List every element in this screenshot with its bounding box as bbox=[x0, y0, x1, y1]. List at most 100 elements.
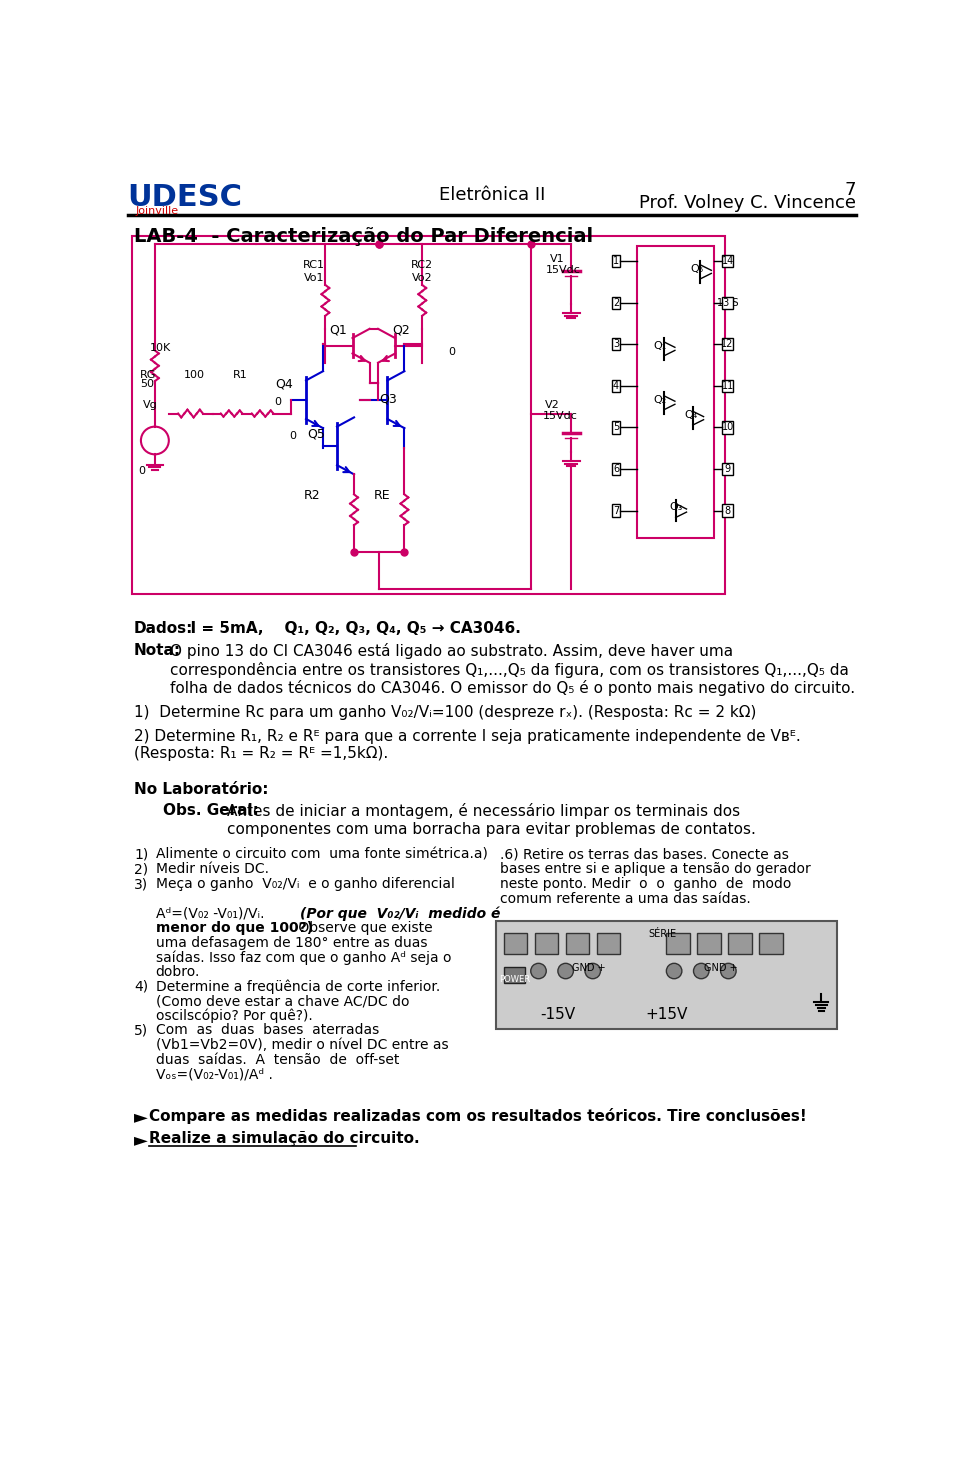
Bar bbox=[612, 421, 620, 434]
Bar bbox=[612, 255, 620, 267]
Text: GND +: GND + bbox=[572, 963, 606, 973]
Text: Realize a simulação do circuito.: Realize a simulação do circuito. bbox=[150, 1131, 420, 1147]
Text: 10: 10 bbox=[722, 423, 733, 433]
Text: I = 5mA,    Q₁, Q₂, Q₃, Q₄, Q₅ → CA3046.: I = 5mA, Q₁, Q₂, Q₃, Q₄, Q₅ → CA3046. bbox=[180, 622, 521, 637]
Bar bbox=[612, 380, 620, 392]
Text: 0: 0 bbox=[289, 431, 297, 441]
Text: 1)  Determine Rᴄ para um ganho V₀₂/Vᵢ=100 (despreze rₓ). (Resposta: Rᴄ = 2 kΩ): 1) Determine Rᴄ para um ganho V₀₂/Vᵢ=100… bbox=[134, 705, 756, 720]
Bar bbox=[722, 463, 733, 475]
Text: Q2: Q2 bbox=[393, 323, 410, 337]
Text: Prof. Volney C. Vincence: Prof. Volney C. Vincence bbox=[639, 194, 856, 213]
Text: RC2: RC2 bbox=[411, 259, 433, 270]
Text: R2: R2 bbox=[304, 490, 321, 503]
Text: 0: 0 bbox=[138, 466, 145, 476]
Text: 6: 6 bbox=[612, 463, 619, 474]
Text: 4: 4 bbox=[612, 380, 619, 390]
Bar bbox=[722, 421, 733, 434]
Bar bbox=[722, 504, 733, 517]
Text: Antes de iniciar a montagem, é necessário limpar os terminais dos
componentes co: Antes de iniciar a montagem, é necessári… bbox=[227, 803, 756, 836]
Text: (Resposta: R₁ = R₂ = Rᴱ =1,5kΩ).: (Resposta: R₁ = R₂ = Rᴱ =1,5kΩ). bbox=[134, 746, 388, 761]
Bar bbox=[722, 380, 733, 392]
Bar bbox=[722, 255, 733, 267]
Bar bbox=[504, 967, 525, 982]
Text: Q₁: Q₁ bbox=[654, 341, 667, 351]
Text: (Como deve estar a chave AC/DC do: (Como deve estar a chave AC/DC do bbox=[156, 994, 409, 1008]
Text: GND +: GND + bbox=[704, 963, 737, 973]
Text: 50: 50 bbox=[140, 379, 155, 389]
Text: 0: 0 bbox=[274, 396, 281, 407]
Text: 1: 1 bbox=[612, 256, 619, 267]
Bar bbox=[612, 338, 620, 350]
Circle shape bbox=[558, 963, 573, 979]
Circle shape bbox=[693, 963, 709, 979]
Text: 11: 11 bbox=[722, 380, 733, 390]
Text: Joinville: Joinville bbox=[135, 205, 179, 216]
Text: V2: V2 bbox=[544, 401, 560, 411]
Text: Q3: Q3 bbox=[379, 393, 397, 405]
Text: Vo1: Vo1 bbox=[303, 272, 324, 283]
Text: saídas. Isso faz com que o ganho Aᵈ seja o: saídas. Isso faz com que o ganho Aᵈ seja… bbox=[156, 950, 451, 965]
Text: Compare as medidas realizadas com os resultados teóricos. Tire conclusões!: Compare as medidas realizadas com os res… bbox=[150, 1109, 807, 1125]
Text: Dados:: Dados: bbox=[134, 622, 193, 637]
Text: 0: 0 bbox=[448, 347, 455, 357]
Text: LAB-4  - Caracterização do Par Diferencial: LAB-4 - Caracterização do Par Diferencia… bbox=[134, 227, 593, 246]
Bar bbox=[666, 932, 689, 954]
Text: 15Vdc: 15Vdc bbox=[546, 265, 581, 275]
Text: 13 S: 13 S bbox=[717, 297, 738, 307]
Text: Q₃: Q₃ bbox=[669, 503, 683, 513]
Text: Aᵈ=(V₀₂ -V₀₁)/Vᵢ.: Aᵈ=(V₀₂ -V₀₁)/Vᵢ. bbox=[156, 906, 269, 921]
Text: 9: 9 bbox=[725, 463, 731, 474]
Bar bbox=[535, 932, 558, 954]
Bar bbox=[612, 297, 620, 309]
Text: RG: RG bbox=[140, 370, 156, 380]
Text: R1: R1 bbox=[233, 370, 248, 380]
Text: Q1: Q1 bbox=[329, 323, 348, 337]
Text: RE: RE bbox=[373, 490, 391, 503]
Text: Determine a freqüência de corte inferior.: Determine a freqüência de corte inferior… bbox=[156, 979, 440, 994]
Text: Observe que existe: Observe que existe bbox=[294, 921, 432, 935]
Text: Q4: Q4 bbox=[275, 377, 293, 390]
Text: Vg: Vg bbox=[143, 401, 158, 411]
Text: Q₅: Q₅ bbox=[691, 264, 704, 274]
Bar bbox=[759, 932, 782, 954]
Circle shape bbox=[531, 963, 546, 979]
Bar bbox=[496, 921, 837, 1029]
Text: +15V: +15V bbox=[645, 1007, 687, 1023]
Text: dobro.: dobro. bbox=[156, 965, 200, 979]
Text: 14: 14 bbox=[722, 256, 733, 267]
Text: (Vb1=Vb2=0V), medir o nível DC entre as: (Vb1=Vb2=0V), medir o nível DC entre as bbox=[156, 1037, 448, 1052]
Text: ►: ► bbox=[134, 1131, 148, 1150]
Text: Com  as  duas  bases  aterradas: Com as duas bases aterradas bbox=[156, 1023, 379, 1037]
Bar bbox=[504, 932, 527, 954]
Bar bbox=[722, 338, 733, 350]
Text: O pino 13 do CI CA3046 está ligado ao substrato. Assim, deve haver uma
correspon: O pino 13 do CI CA3046 está ligado ao su… bbox=[170, 643, 855, 696]
Text: 5: 5 bbox=[612, 423, 619, 433]
Bar bbox=[729, 932, 752, 954]
Text: Q5: Q5 bbox=[307, 427, 325, 440]
Text: SÉRIE: SÉRIE bbox=[648, 928, 677, 938]
Text: oscilscópio? Por quê?).: oscilscópio? Por quê?). bbox=[156, 1008, 312, 1023]
Text: Meça o ganho  V₀₂/Vᵢ  e o ganho diferencial: Meça o ganho V₀₂/Vᵢ e o ganho diferencia… bbox=[156, 877, 454, 892]
Circle shape bbox=[585, 963, 601, 979]
Text: RC1: RC1 bbox=[302, 259, 324, 270]
Text: 2) Determine R₁, R₂ e Rᴱ para que a corrente I seja praticamente independente de: 2) Determine R₁, R₂ e Rᴱ para que a corr… bbox=[134, 730, 801, 745]
Text: 10K: 10K bbox=[150, 342, 171, 353]
Text: (Por que  V₀₂/Vᵢ  medido é: (Por que V₀₂/Vᵢ medido é bbox=[300, 906, 500, 921]
Circle shape bbox=[721, 963, 736, 979]
Text: uma defasagem de 180° entre as duas: uma defasagem de 180° entre as duas bbox=[156, 935, 427, 950]
Text: Obs. Geral:: Obs. Geral: bbox=[162, 803, 258, 819]
Text: 7: 7 bbox=[845, 181, 856, 200]
Bar bbox=[596, 932, 620, 954]
Text: Nota:: Nota: bbox=[134, 643, 181, 659]
Text: -15V: -15V bbox=[540, 1007, 575, 1023]
Text: duas  saídas.  A  tensão  de  off-set: duas saídas. A tensão de off-set bbox=[156, 1052, 399, 1067]
Text: comum referente a uma das saídas.: comum referente a uma das saídas. bbox=[500, 892, 751, 906]
Bar bbox=[697, 932, 721, 954]
Text: Vo2: Vo2 bbox=[412, 272, 433, 283]
Text: 7: 7 bbox=[612, 506, 619, 516]
Text: 100: 100 bbox=[184, 370, 205, 380]
Text: Eletrônica II: Eletrônica II bbox=[439, 186, 545, 204]
Bar bbox=[565, 932, 588, 954]
Text: .6) Retire os terras das bases. Conecte as: .6) Retire os terras das bases. Conecte … bbox=[500, 848, 788, 863]
Bar bbox=[132, 236, 725, 594]
